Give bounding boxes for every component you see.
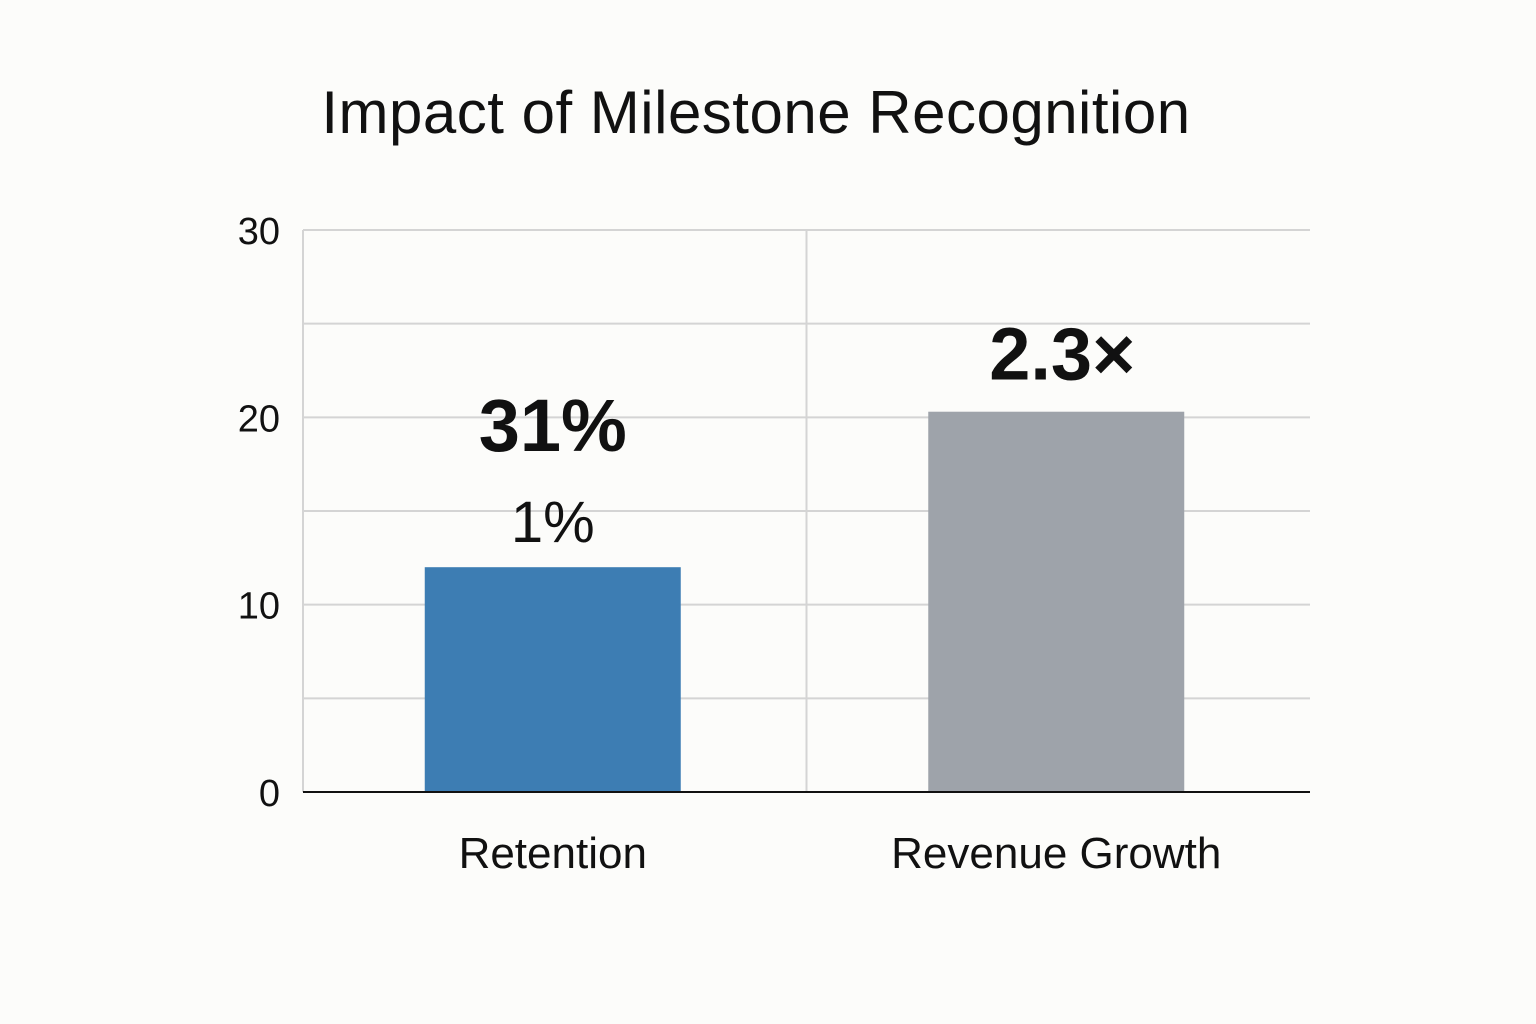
data-label: 2.3× [989,313,1135,396]
y-tick-label: 0 [259,773,280,815]
y-tick-label: 10 [238,586,280,628]
bar-layer [424,411,1185,792]
data-label: 31% [479,384,627,467]
x-tick-label: Revenue Growth [891,829,1221,878]
data-label: 1% [511,490,595,555]
chart-title: Impact of Milestone Recognition [321,79,1191,146]
bar-retention [424,567,681,792]
label-layer: Retention Revenue Growth 0 10 20 30 31% 1% 2.3× [238,211,1222,878]
bar-revenue-growth [928,411,1185,792]
x-tick-label: Retention [459,829,647,878]
y-tick-label: 30 [238,211,280,253]
y-tick-label: 20 [238,398,280,440]
